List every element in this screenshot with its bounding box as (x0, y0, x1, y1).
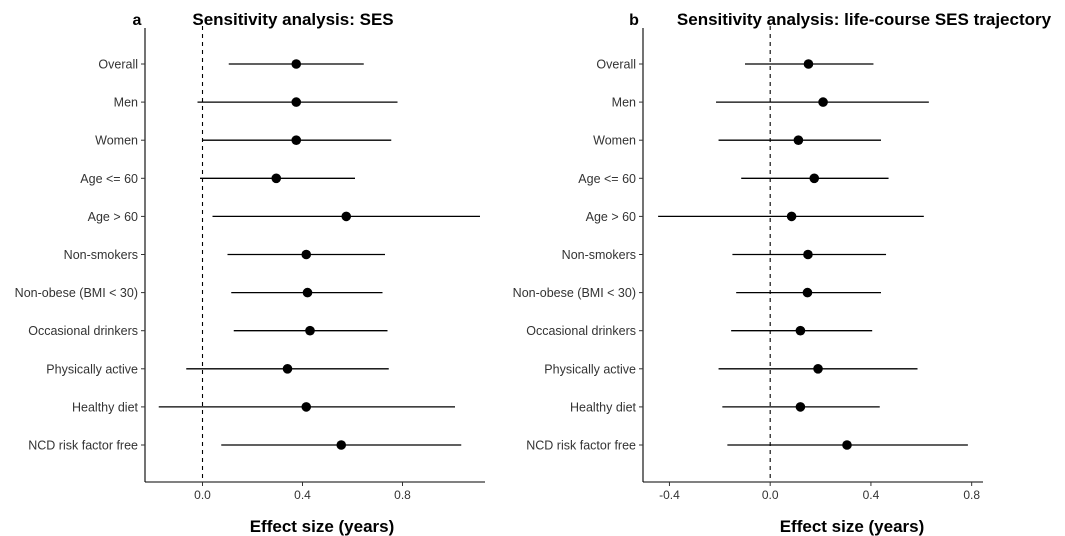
point-estimate-ncd-risk-factor-free (336, 440, 347, 450)
point-estimate-women (291, 135, 302, 145)
point-estimate-non-obese-bmi-30 (802, 287, 813, 298)
x-axis-title: Effect size (years) (250, 517, 395, 536)
point-estimate-women (793, 135, 804, 145)
category-label-physically-active: Physically active (46, 362, 138, 376)
category-label-non-smokers: Non-smokers (562, 248, 636, 262)
x-axis-title: Effect size (years) (780, 517, 925, 536)
category-label-healthy-diet: Healthy diet (72, 400, 139, 414)
panel-b: b Sensitivity analysis: life-course SES t… (513, 10, 1052, 536)
point-estimate-occasional-drinkers (305, 325, 315, 336)
point-estimate-age-60 (271, 173, 282, 184)
point-estimate-age-60 (341, 211, 352, 222)
category-label-age-60: Age > 60 (88, 210, 138, 224)
point-estimate-men (291, 97, 302, 107)
category-label-non-obese-bmi-30: Non-obese (BMI < 30) (15, 286, 138, 300)
category-label-women: Women (593, 134, 636, 148)
point-estimate-healthy-diet (301, 402, 312, 412)
point-estimate-overall (803, 59, 814, 69)
x-tick-label: -0.4 (659, 488, 680, 502)
category-label-non-obese-bmi-30: Non-obese (BMI < 30) (513, 286, 636, 300)
category-label-men: Men (612, 96, 636, 110)
category-label-physically-active: Physically active (544, 362, 636, 376)
point-estimate-healthy-diet (795, 402, 806, 412)
category-label-non-smokers: Non-smokers (64, 248, 138, 262)
x-tick-label: 0.4 (294, 488, 311, 502)
category-label-ncd-risk-factor-free: NCD risk factor free (28, 439, 138, 453)
x-tick-label: 0.8 (963, 488, 980, 502)
point-estimate-overall (291, 59, 302, 69)
panel-a: a Sensitivity analysis: SES 0.0 0.4 0.8 Effec… (15, 10, 485, 536)
panel-letter: b (629, 12, 639, 29)
panel-title: Sensitivity analysis: life-course SES tr… (677, 10, 1052, 29)
point-estimate-non-obese-bmi-30 (302, 287, 313, 298)
category-label-overall: Overall (98, 58, 138, 72)
category-label-occasional-drinkers: Occasional drinkers (28, 324, 138, 338)
x-tick-label: 0.4 (863, 488, 880, 502)
point-estimate-occasional-drinkers (795, 325, 806, 336)
x-tick-label: 0.0 (194, 488, 211, 502)
panel-title: Sensitivity analysis: SES (192, 10, 393, 29)
point-estimate-non-smokers (301, 249, 312, 260)
point-estimate-physically-active (813, 364, 823, 374)
category-label-age-60: Age <= 60 (80, 172, 138, 186)
point-estimate-men (818, 97, 828, 107)
category-label-healthy-diet: Healthy diet (570, 400, 637, 414)
point-estimate-non-smokers (803, 249, 813, 260)
category-label-age-60: Age <= 60 (578, 172, 636, 186)
x-tick-label: 0.8 (394, 488, 411, 502)
point-estimate-age-60 (786, 211, 797, 222)
point-estimate-physically-active (282, 364, 293, 374)
category-label-men: Men (114, 96, 138, 110)
point-estimate-ncd-risk-factor-free (842, 440, 852, 450)
category-label-overall: Overall (596, 58, 636, 72)
panel-letter: a (133, 12, 142, 29)
category-label-ncd-risk-factor-free: NCD risk factor free (526, 439, 636, 453)
point-estimate-age-60 (809, 173, 820, 184)
category-label-women: Women (95, 134, 138, 148)
category-label-age-60: Age > 60 (586, 210, 636, 224)
x-tick-label: 0.0 (762, 488, 779, 502)
category-label-occasional-drinkers: Occasional drinkers (526, 324, 636, 338)
